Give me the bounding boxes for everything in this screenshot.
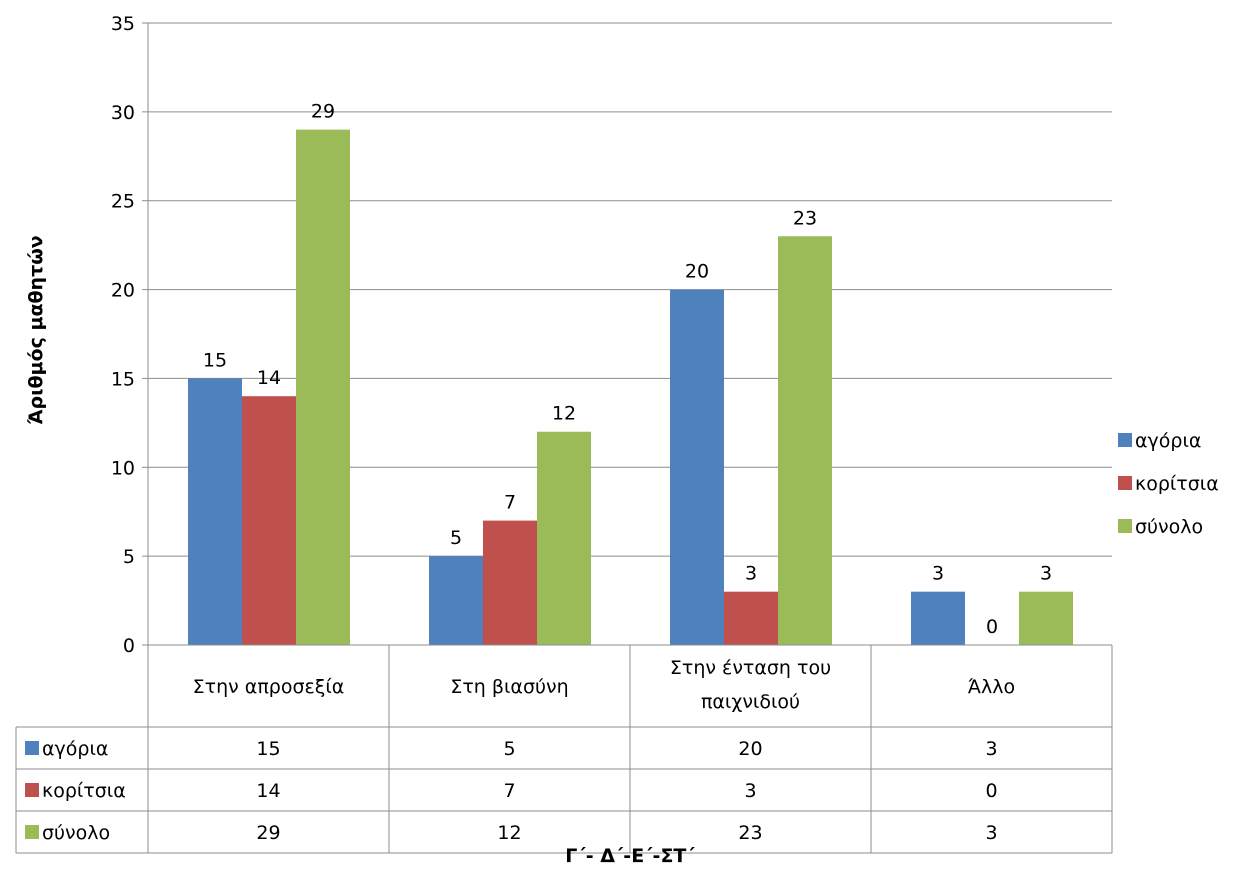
bar: [724, 591, 778, 645]
y-axis-label: Άριθμός μαθητών: [25, 235, 47, 424]
table-cell: 14: [256, 780, 280, 802]
data-label: 12: [552, 403, 576, 425]
x-axis-label: Γ΄- Δ΄-Ε΄-ΣΤ΄: [565, 845, 695, 867]
table-cell: 5: [503, 738, 515, 760]
table-cell: 7: [503, 780, 515, 802]
bar: [242, 396, 296, 645]
table-cell: 3: [744, 780, 756, 802]
table-cell: 12: [497, 822, 521, 844]
legend-label: κορίτσια: [1135, 473, 1219, 495]
data-label: 14: [257, 367, 281, 389]
legend: αγόρια κορίτσια σύνολο: [1118, 430, 1219, 538]
bars: [188, 129, 1073, 646]
legend-swatch: [1118, 433, 1132, 447]
legend-label: σύνολο: [1135, 516, 1203, 538]
y-tick-label: 30: [111, 102, 135, 124]
category-label: Στην απροσεξία: [193, 676, 345, 698]
table-cell: 20: [738, 738, 762, 760]
table-cell: 3: [985, 822, 997, 844]
data-table: Στην απροσεξία Στη βιασύνη Στην ένταση του…: [15, 644, 1113, 854]
bar: [188, 378, 242, 645]
category-label: παιχνιδιού: [701, 691, 800, 713]
bar: [537, 431, 591, 645]
data-label: 3: [932, 563, 944, 585]
data-label: 29: [311, 101, 335, 123]
bar: [670, 289, 724, 645]
bar: [1019, 591, 1073, 645]
y-tick-label: 15: [111, 368, 135, 390]
table-cell: 3: [985, 738, 997, 760]
bar: [778, 236, 832, 645]
legend-swatch: [1118, 476, 1132, 490]
y-tick-label: 0: [123, 635, 135, 657]
category-label: Στην ένταση του: [670, 657, 831, 679]
table-cell: 0: [985, 780, 997, 802]
bar: [296, 129, 350, 646]
data-label: 5: [450, 527, 462, 549]
table-series-label: αγόρια: [42, 738, 108, 760]
data-label: 15: [203, 349, 227, 371]
y-tick-label: 20: [111, 280, 135, 302]
category-label: Στη βιασύνη: [450, 676, 568, 698]
data-label: 23: [793, 207, 817, 229]
bar: [911, 591, 965, 645]
data-labels: 15 5 20 3 14 7 3 0 29 12 23 3: [203, 101, 1052, 638]
legend-label: αγόρια: [1135, 430, 1201, 452]
table-series-label: σύνολο: [42, 822, 110, 844]
table-cell: 29: [256, 822, 280, 844]
data-label: 20: [685, 261, 709, 283]
y-tick-label: 35: [111, 13, 135, 35]
table-series-swatch: [25, 741, 39, 755]
data-label: 3: [745, 563, 757, 585]
table-series-swatch: [25, 825, 39, 839]
axes: [142, 22, 149, 646]
bar: [429, 556, 483, 645]
data-label: 7: [504, 492, 516, 514]
data-label: 3: [1040, 563, 1052, 585]
category-label: Άλλο: [968, 676, 1015, 698]
y-tick-label: 25: [111, 191, 135, 213]
bar: [483, 520, 537, 645]
table-cell: 15: [256, 738, 280, 760]
y-tick-label: 5: [123, 546, 135, 568]
y-tick-label: 10: [111, 457, 135, 479]
table-series-swatch: [25, 783, 39, 797]
data-label: 0: [986, 616, 998, 638]
table-series-label: κορίτσια: [42, 780, 126, 802]
table-cell: 23: [738, 822, 762, 844]
y-tick-labels: 0 5 10 15 20 25 30 35: [111, 13, 135, 657]
legend-swatch: [1118, 519, 1132, 533]
